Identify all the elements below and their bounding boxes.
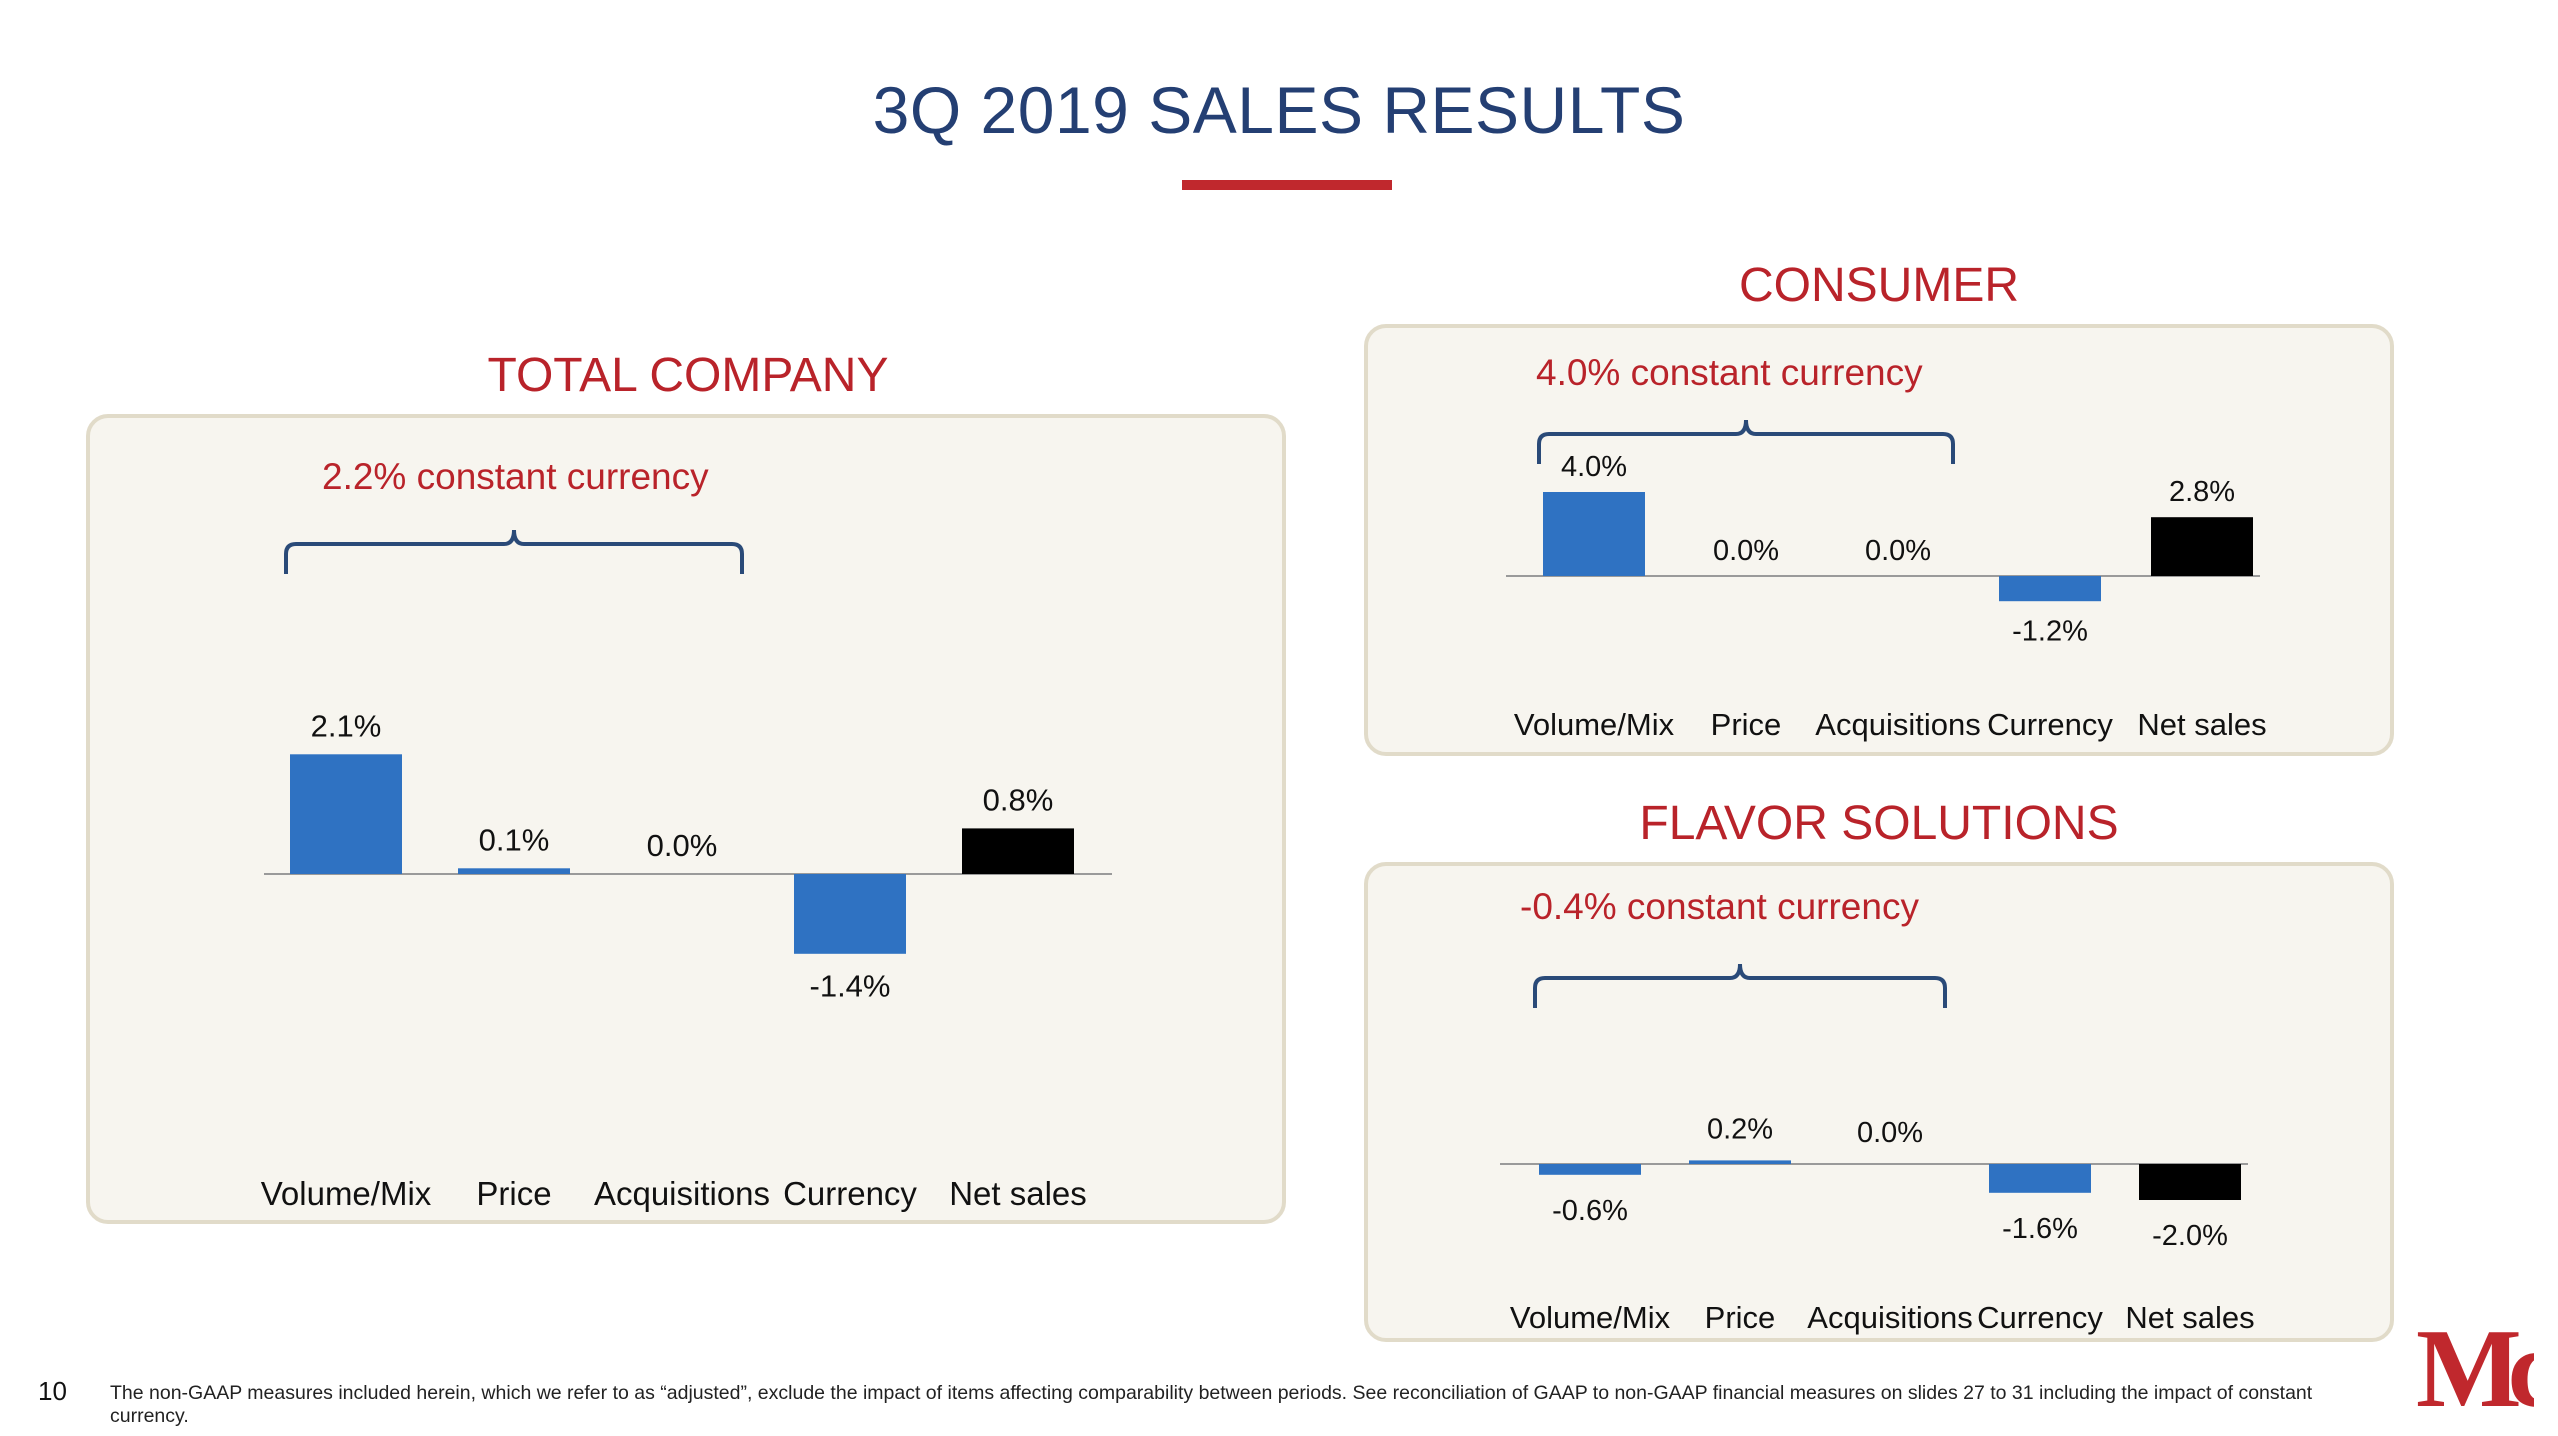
flavor-solutions-title: FLAVOR SOLUTIONS: [1639, 797, 2119, 850]
data-label: -1.2%: [2012, 615, 2088, 647]
category-label: Volume/Mix: [1514, 707, 1675, 742]
data-label: 2.8%: [2169, 476, 2235, 508]
consumer-constant-currency: 4.0% constant currency: [1536, 352, 1923, 393]
total-company-constant-currency: 2.2% constant currency: [322, 456, 709, 497]
bar-net-sales: [2139, 1164, 2241, 1200]
constant-currency-bracket: [1537, 419, 1955, 464]
bar-volume-mix: [290, 754, 402, 874]
flavor-solutions-chart: -0.6% Volume/Mix 0.2% Price 0.0% Acquisitions…: [1500, 963, 2255, 1335]
bar-net-sales: [2151, 517, 2253, 576]
category-label: Currency: [1977, 1300, 2103, 1335]
data-label: -1.4%: [810, 969, 891, 1004]
bar-currency: [794, 874, 906, 954]
data-label: -2.0%: [2152, 1220, 2228, 1252]
category-label: Acquisitions: [1815, 707, 1980, 742]
title-underline: [1182, 180, 1392, 190]
category-label: Net sales: [949, 1175, 1087, 1212]
category-label: Acquisitions: [594, 1175, 770, 1212]
category-label: Volume/Mix: [1510, 1300, 1671, 1335]
flavor-solutions-constant-currency: -0.4% constant currency: [1520, 886, 1919, 927]
category-label: Price: [476, 1175, 551, 1212]
bar-volume-mix: [1539, 1164, 1641, 1175]
mccormick-logo-icon: Mc: [2414, 1307, 2558, 1431]
constant-currency-bracket: [1533, 963, 1947, 1008]
data-label: 2.1%: [311, 708, 382, 743]
data-label: 0.0%: [1713, 535, 1779, 567]
bar-price: [458, 868, 570, 874]
consumer-chart: 4.0% Volume/Mix 0.0% Price 0.0% Acquisitions -…: [1506, 419, 2267, 742]
page-number: 10: [38, 1376, 67, 1406]
data-label: -1.6%: [2002, 1213, 2078, 1245]
data-label: 0.1%: [479, 822, 550, 857]
bar-currency: [1999, 576, 2101, 602]
category-label: Acquisitions: [1807, 1300, 1972, 1335]
data-label: 0.0%: [647, 828, 718, 863]
slide-title: 3Q 2019 SALES RESULTS: [872, 73, 1686, 147]
flavor-solutions-panel: [1364, 862, 2394, 1342]
category-label: Price: [1705, 1300, 1776, 1335]
category-label: Volume/Mix: [261, 1175, 432, 1212]
data-label: 0.0%: [1857, 1117, 1923, 1149]
category-label: Currency: [1987, 707, 2113, 742]
constant-currency-bracket: [284, 529, 744, 574]
category-label: Price: [1711, 707, 1782, 742]
data-label: 0.0%: [1865, 535, 1931, 567]
bar-currency: [1989, 1164, 2091, 1193]
data-label: 4.0%: [1561, 451, 1627, 483]
data-label: 0.2%: [1707, 1113, 1773, 1145]
data-label: 0.8%: [983, 782, 1054, 817]
category-label: Currency: [783, 1175, 917, 1212]
data-label: -0.6%: [1552, 1195, 1628, 1227]
bar-price: [1689, 1160, 1791, 1164]
footnote: The non-GAAP measures included herein, w…: [110, 1382, 2313, 1427]
category-label: Net sales: [2125, 1300, 2254, 1335]
total-company-title: TOTAL COMPANY: [487, 349, 889, 402]
bar-net-sales: [962, 828, 1074, 874]
total-company-chart: 2.1% Volume/Mix 0.1% Price 0.0% Acquisitions -…: [261, 529, 1112, 1212]
consumer-title: CONSUMER: [1738, 259, 2019, 312]
bar-volume-mix: [1543, 492, 1645, 576]
logo-letters: Mc: [2416, 1308, 2534, 1418]
category-label: Net sales: [2137, 707, 2266, 742]
